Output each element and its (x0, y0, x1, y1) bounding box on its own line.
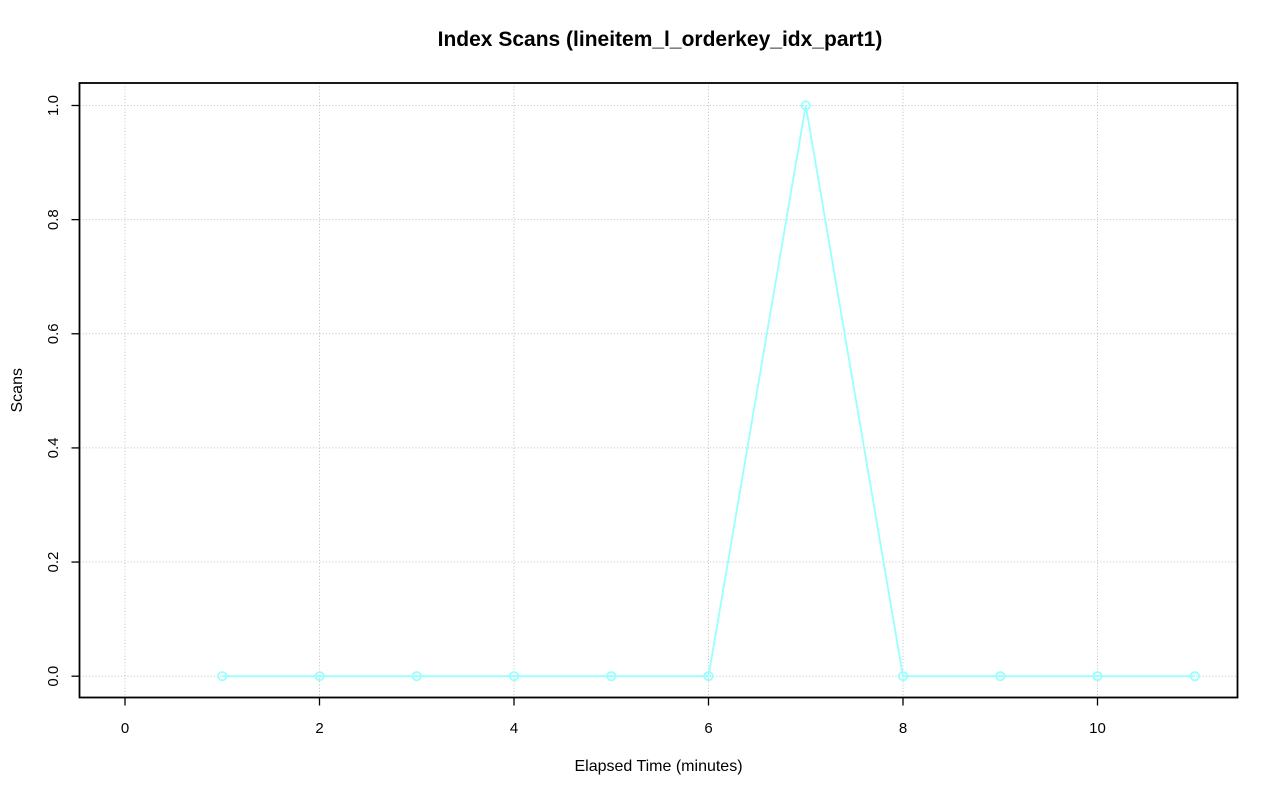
svg-text:Elapsed Time (minutes): Elapsed Time (minutes) (574, 758, 742, 775)
svg-text:0.0: 0.0 (45, 666, 62, 687)
svg-text:0.6: 0.6 (45, 323, 62, 344)
svg-text:4: 4 (510, 720, 518, 737)
svg-text:0.4: 0.4 (45, 437, 62, 458)
svg-text:6: 6 (704, 720, 712, 737)
svg-text:8: 8 (899, 720, 907, 737)
svg-text:1.0: 1.0 (45, 95, 62, 116)
svg-text:0.8: 0.8 (45, 209, 62, 230)
svg-text:0: 0 (121, 720, 129, 737)
svg-text:Scans: Scans (9, 368, 26, 412)
svg-text:Index Scans (lineitem_l_orderk: Index Scans (lineitem_l_orderkey_idx_par… (438, 28, 883, 51)
svg-text:0.2: 0.2 (45, 552, 62, 573)
svg-text:10: 10 (1089, 720, 1106, 737)
svg-text:2: 2 (315, 720, 323, 737)
